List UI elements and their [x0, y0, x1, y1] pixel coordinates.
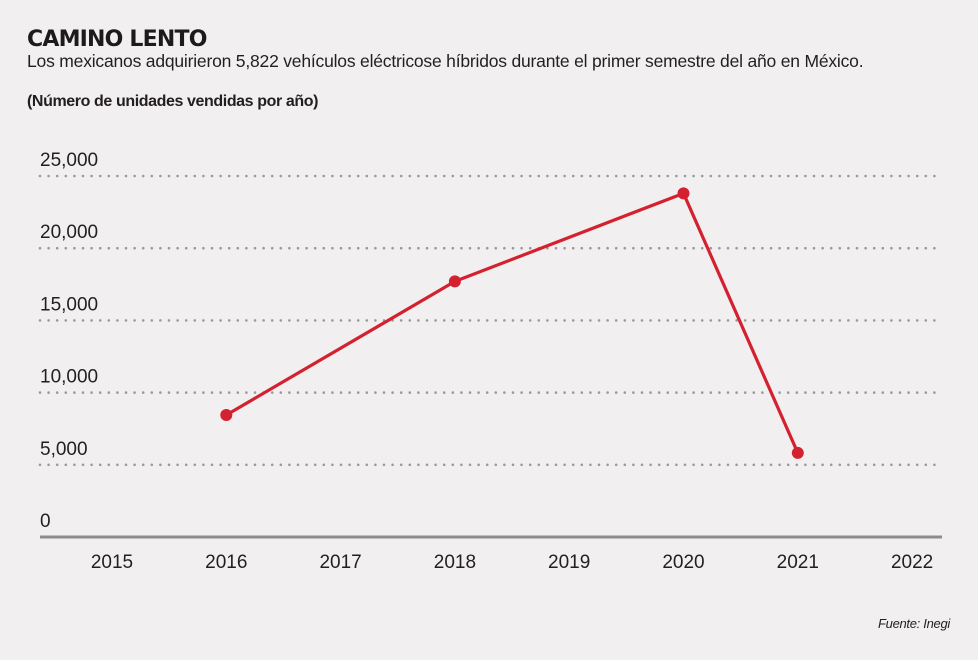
x-tick-label: 2017	[319, 552, 361, 573]
y-tick-label: 15,000	[40, 294, 98, 315]
y-tick-label: 25,000	[40, 150, 98, 171]
series-polyline	[225, 191, 800, 454]
y-tick-label: 10,000	[40, 367, 98, 388]
y-tick-label: 5,000	[40, 439, 88, 460]
x-tick-label: 2015	[91, 552, 133, 573]
gridlines	[38, 174, 944, 467]
data-point	[448, 275, 461, 288]
x-tick-label: 2018	[434, 552, 476, 573]
y-axis-units-label: (Número de unidades vendidas por año)	[27, 93, 319, 110]
chart-subtitle: Los mexicanos adquirieron 5,822 vehículo…	[27, 51, 864, 71]
chart-title: CAMINO LENTO	[27, 27, 207, 52]
data-point	[791, 446, 804, 459]
x-tick-label: 2016	[205, 552, 247, 573]
series-line	[220, 187, 804, 459]
y-axis-tick-labels: 0 5,000 10,000 15,000 20,000 25,000	[40, 150, 98, 532]
x-tick-label: 2019	[548, 552, 590, 573]
x-axis-tick-labels: 2015 2016 2017 2018 2019 2020 2021 2022	[91, 552, 933, 573]
data-point	[220, 408, 233, 421]
x-tick-label: 2022	[891, 552, 933, 573]
y-tick-label: 20,000	[40, 222, 98, 243]
data-point	[677, 187, 690, 200]
x-tick-label: 2020	[662, 552, 704, 573]
x-tick-label: 2021	[777, 552, 819, 573]
y-tick-label: 0	[40, 511, 51, 532]
source-note: Fuente: Inegi	[878, 616, 950, 631]
